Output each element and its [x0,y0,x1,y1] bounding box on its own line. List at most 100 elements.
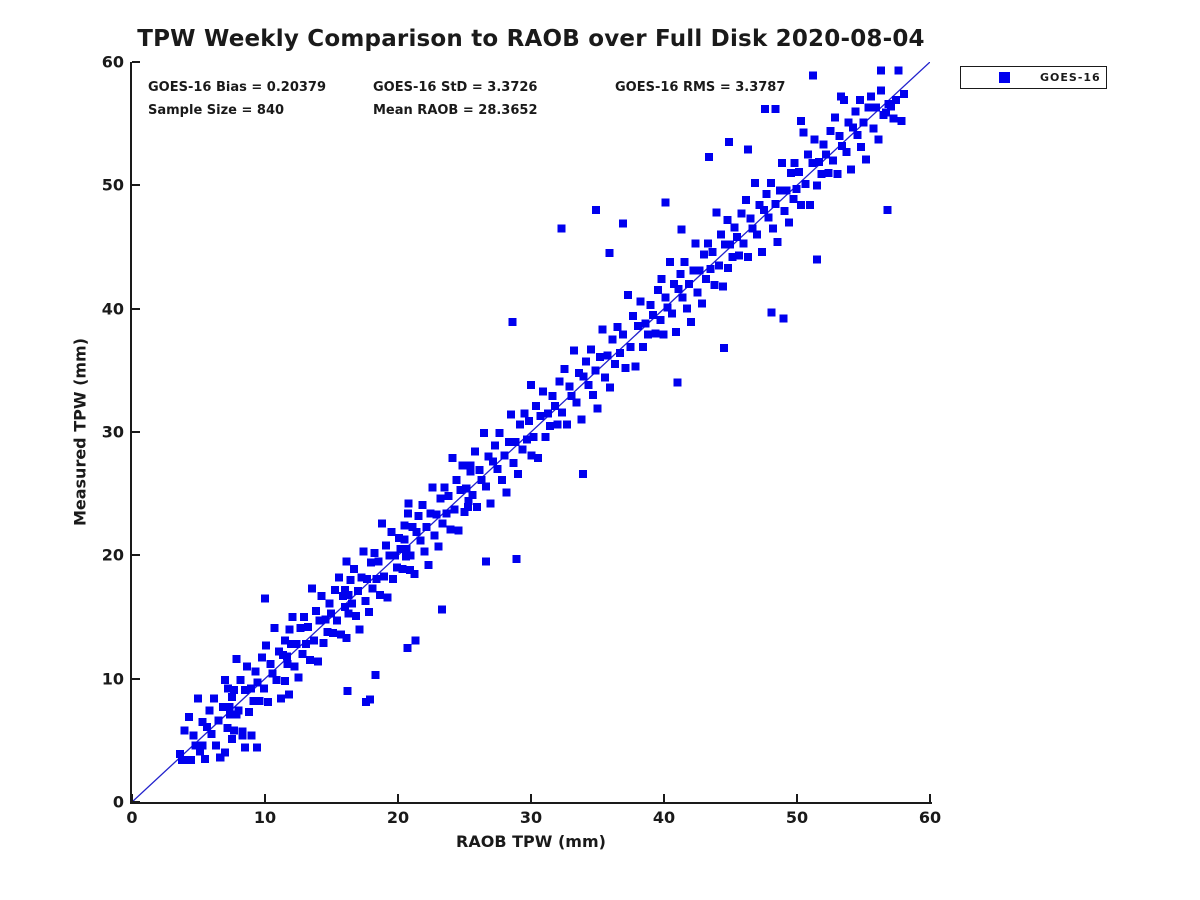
data-point [180,726,189,735]
data-point [274,647,283,656]
data-point [344,590,353,599]
data-point [259,684,268,693]
data-point [405,566,414,575]
data-point [824,169,833,177]
data-point [348,599,357,608]
data-point [806,201,815,210]
data-point [685,280,694,288]
data-point [193,694,202,703]
data-point [432,510,441,519]
data-point [529,432,538,441]
data-point [691,239,700,248]
data-point [371,670,380,679]
data-point [678,293,687,302]
data-point [209,694,218,703]
data-point [338,592,347,601]
data-point [618,330,627,339]
data-point [344,609,353,618]
data-point [799,128,808,137]
data-point [307,584,316,593]
data-point [730,223,739,232]
data-point [426,509,435,518]
y-axis-tick [132,554,140,557]
data-point [779,314,788,323]
data-point [247,684,256,693]
data-point [381,541,390,550]
data-point [618,219,627,228]
data-point [667,309,676,318]
data-point [392,563,401,572]
data-point [680,257,689,266]
data-point [292,640,301,649]
data-point [757,247,766,256]
data-point [264,698,273,707]
data-point [665,257,674,266]
data-point [394,534,403,543]
data-point [794,167,803,176]
data-point [876,66,885,75]
data-point [198,717,207,726]
data-point [359,547,368,556]
data-point [522,435,531,444]
data-point [346,576,355,584]
data-point [797,201,806,210]
data-point [869,124,878,133]
y-tick-label: 20 [101,545,124,565]
data-point [520,409,529,418]
data-point [200,754,209,763]
data-point [775,186,784,195]
legend-item-label: GOES-16 [1040,71,1101,84]
data-point [719,282,728,291]
x-tick-label: 50 [785,808,809,827]
data-point [582,357,591,366]
data-point [504,437,513,446]
data-point [414,511,423,520]
data-point [641,319,650,328]
data-point [270,624,279,633]
data-point [313,657,322,666]
data-point [327,609,336,618]
data-point [844,118,853,127]
data-point [398,564,407,573]
data-point [452,476,461,485]
data-point [801,180,810,189]
x-tick-label: 40 [652,808,676,827]
data-point [466,461,475,470]
data-point [400,535,409,544]
data-point [605,249,614,258]
data-point [592,206,601,214]
data-point [687,318,696,327]
data-point [591,366,600,375]
data-point [596,352,605,361]
x-axis-line [130,802,932,804]
data-point [454,526,463,535]
data-point [812,255,821,264]
data-point [877,86,886,95]
data-point [350,564,359,573]
data-point [203,722,212,731]
data-point [883,206,892,214]
data-point [402,545,411,554]
data-point [636,297,645,306]
data-point [508,318,517,327]
data-point [370,548,379,557]
data-point [509,458,518,467]
data-point [412,527,421,536]
data-point [251,667,260,676]
data-point [214,716,223,725]
data-point [790,159,799,168]
data-point [538,387,547,396]
data-point [864,103,873,112]
data-point [512,555,521,564]
data-point [280,677,289,686]
data-point [422,522,431,531]
data-point [856,143,865,152]
data-point [448,453,457,462]
data-point [608,335,617,344]
data-point [570,346,579,355]
data-point [728,252,737,261]
stat-bias: GOES-16 Bias = 0.20379 [148,80,327,95]
data-point [227,735,236,744]
data-point [434,542,443,551]
data-point [611,360,620,369]
